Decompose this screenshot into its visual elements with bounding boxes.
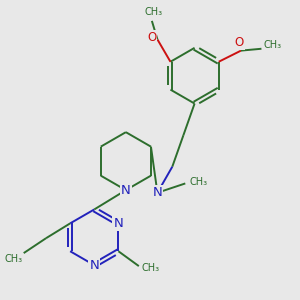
Text: N: N bbox=[121, 184, 131, 196]
Text: CH₃: CH₃ bbox=[145, 7, 163, 16]
Text: N: N bbox=[113, 217, 123, 230]
Text: CH₃: CH₃ bbox=[142, 263, 160, 273]
Text: O: O bbox=[147, 31, 157, 44]
Text: CH₃: CH₃ bbox=[189, 177, 207, 187]
Text: CH₃: CH₃ bbox=[4, 254, 22, 264]
Text: N: N bbox=[153, 186, 162, 199]
Text: O: O bbox=[235, 36, 244, 49]
Text: CH₃: CH₃ bbox=[263, 40, 282, 50]
Text: N: N bbox=[89, 259, 99, 272]
